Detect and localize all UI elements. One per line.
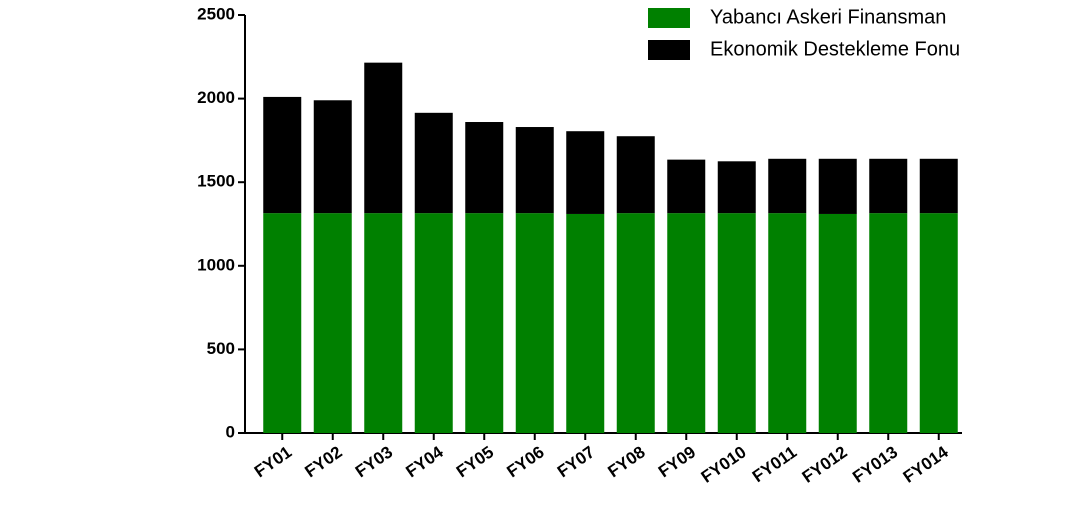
bar-segment <box>364 62 403 214</box>
x-tick-label: FY07 <box>554 442 598 481</box>
legend-swatch <box>648 40 690 60</box>
bar-segment <box>768 158 807 214</box>
bar-segment <box>616 213 655 433</box>
x-tick-label: FY011 <box>749 442 800 486</box>
bar-segment <box>667 213 706 433</box>
bar-segment <box>818 213 857 433</box>
x-tick-label: FY014 <box>900 442 952 487</box>
bar-segment <box>414 213 453 433</box>
bar-segment <box>465 213 504 433</box>
bar-segment <box>515 127 554 214</box>
bar-segment <box>667 159 706 214</box>
bar-segment <box>566 131 605 214</box>
bar-segment <box>818 158 857 214</box>
bar-segment <box>869 213 908 433</box>
y-tick-label: 2500 <box>197 4 235 23</box>
x-tick-label: FY013 <box>849 442 901 486</box>
bar-segment <box>616 136 655 214</box>
x-tick-label: FY02 <box>301 442 345 481</box>
y-tick-label: 1500 <box>197 172 235 191</box>
bar-segment <box>364 213 403 433</box>
bar-segment <box>919 213 958 433</box>
bar-segment <box>919 158 958 214</box>
y-tick-label: 0 <box>226 422 235 441</box>
bar-segment <box>515 213 554 433</box>
bar-segment <box>717 213 756 433</box>
bar-segment <box>566 213 605 433</box>
legend-label: Yabancı Askeri Finansman <box>710 6 946 28</box>
x-tick-label: FY012 <box>799 442 851 486</box>
bar-segment <box>263 96 302 214</box>
bar-segment <box>313 100 352 214</box>
x-tick-label: FY06 <box>503 442 547 481</box>
legend-swatch <box>648 8 690 28</box>
bar-segment <box>869 158 908 214</box>
x-tick-label: FY05 <box>453 442 497 481</box>
y-tick-label: 500 <box>207 339 235 358</box>
x-tick-label: FY01 <box>251 442 295 481</box>
bar-segment <box>313 213 352 433</box>
y-tick-label: 1000 <box>197 255 235 274</box>
legend-label: Ekonomik Destekleme Fonu <box>710 38 960 60</box>
y-tick-label: 2000 <box>197 88 235 107</box>
x-tick-label: FY08 <box>604 442 648 481</box>
bar-segment <box>263 213 302 433</box>
bar-segment <box>717 161 756 214</box>
x-tick-label: FY09 <box>655 442 699 481</box>
x-tick-label: FY04 <box>402 442 447 481</box>
x-tick-label: FY03 <box>352 442 396 481</box>
bar-segment <box>414 112 453 214</box>
bar-segment <box>465 122 504 214</box>
bar-segment <box>768 213 807 433</box>
x-tick-label: FY010 <box>698 442 750 486</box>
